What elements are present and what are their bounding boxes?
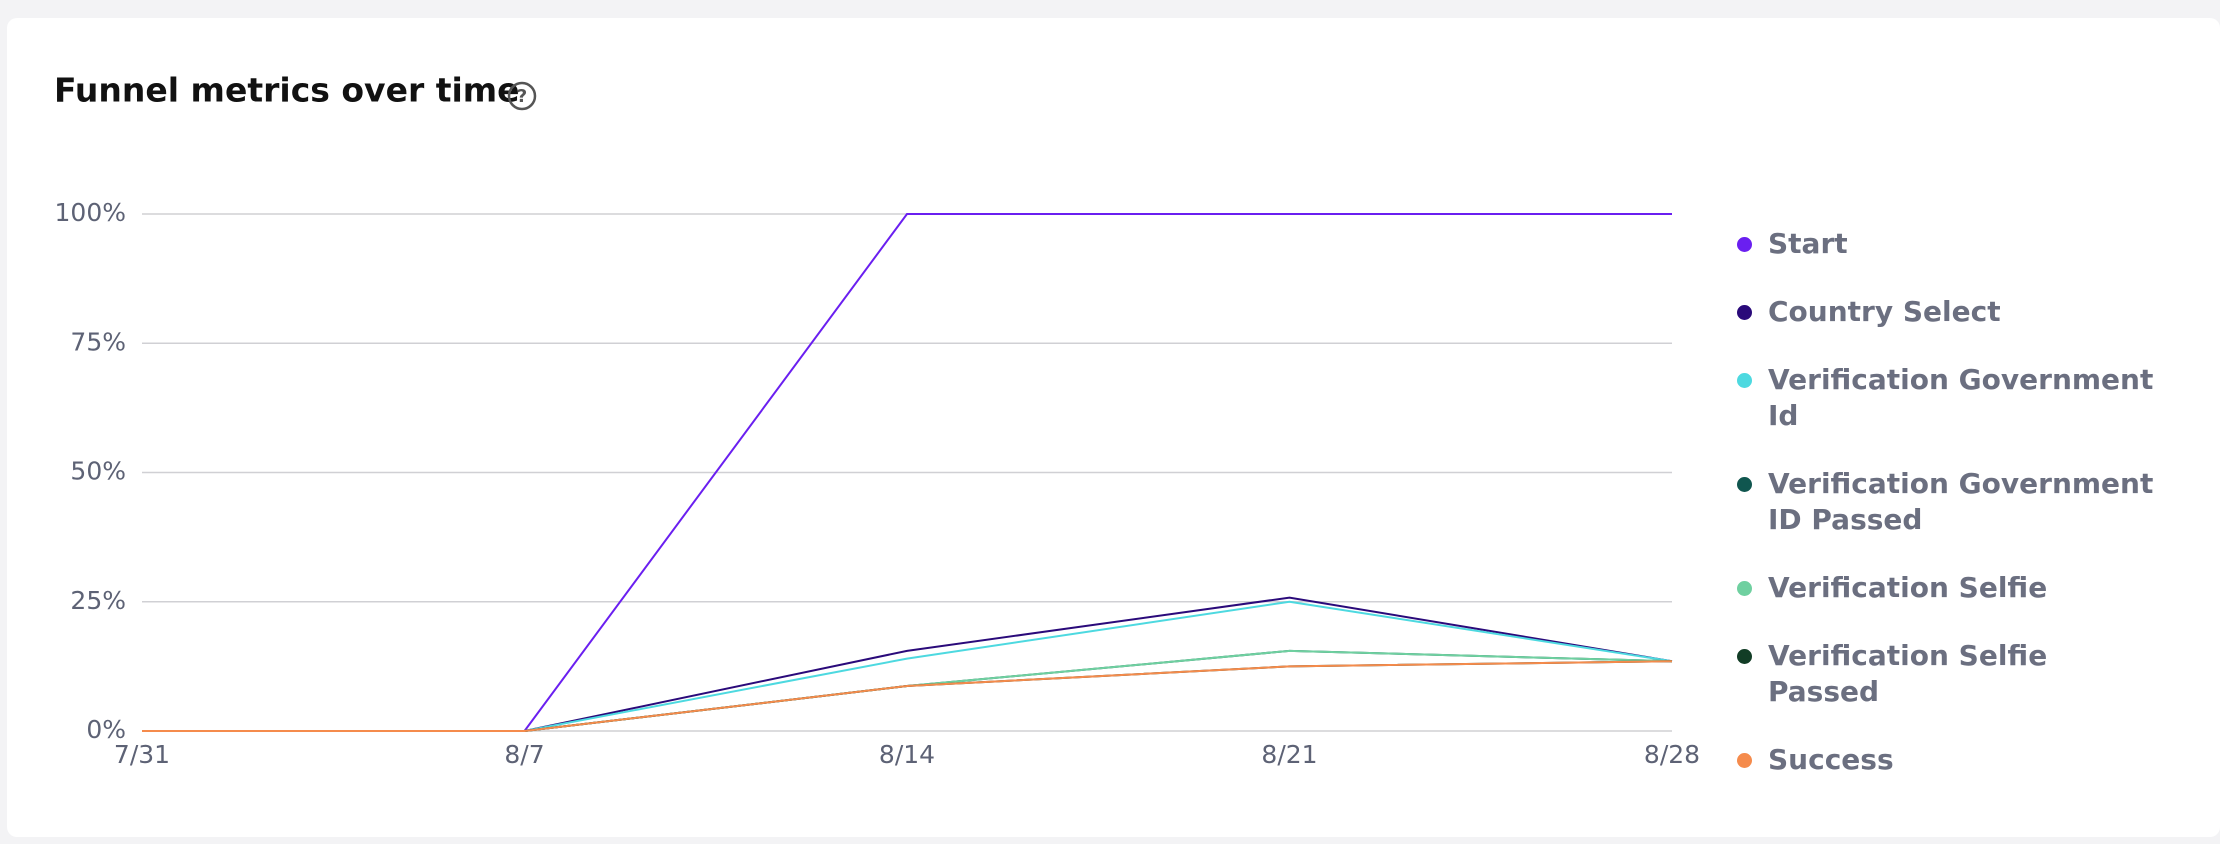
legend-label: Verification Selfie Passed [1768, 639, 2048, 708]
series-line [142, 660, 1673, 732]
legend-label: Verification Government Id [1768, 363, 2154, 432]
card [7, 18, 2220, 837]
legend-swatch [1737, 649, 1752, 664]
legend-swatch [1737, 477, 1752, 492]
legend: Start Country Select Verification Governme… [1733, 226, 2163, 778]
legend-label: Country Select [1768, 295, 2001, 328]
legend-item[interactable]: Success [1733, 742, 2163, 778]
y-tick-label: 25% [70, 586, 126, 615]
legend-swatch [1737, 373, 1752, 388]
series-line [142, 649, 1673, 732]
legend-item[interactable]: Country Select [1733, 294, 2163, 330]
x-tick-label: 8/21 [1261, 740, 1317, 769]
legend-item[interactable]: Start [1733, 226, 2163, 262]
x-tick-label: 8/7 [504, 740, 544, 769]
x-tick-label: 8/28 [1644, 740, 1700, 769]
series-line [142, 660, 1673, 732]
legend-item[interactable]: Verification Selfie [1733, 570, 2163, 606]
legend-swatch [1737, 237, 1752, 252]
legend-item[interactable]: Verification Government Id [1733, 362, 2163, 434]
chart-title: Funnel metrics over time [54, 71, 520, 110]
x-tick-label: 7/31 [114, 740, 170, 769]
series-line [142, 649, 1673, 732]
legend-label: Success [1768, 743, 1894, 776]
legend-swatch [1737, 753, 1752, 768]
legend-label: Start [1768, 227, 1848, 260]
svg-text:?: ? [517, 86, 527, 107]
legend-item[interactable]: Verification Government ID Passed [1733, 466, 2163, 538]
legend-item[interactable]: Verification Selfie Passed [1733, 638, 2163, 710]
legend-label: Verification Selfie [1768, 571, 2048, 604]
legend-swatch [1737, 581, 1752, 596]
y-tick-label: 75% [70, 327, 126, 356]
series-line [142, 600, 1673, 732]
help-icon[interactable]: ? [507, 81, 537, 111]
y-tick-label: 100% [55, 198, 126, 227]
y-tick-label: 0% [86, 715, 126, 744]
legend-label: Verification Government ID Passed [1768, 467, 2154, 536]
legend-swatch [1737, 305, 1752, 320]
y-tick-label: 50% [70, 457, 126, 486]
x-tick-label: 8/14 [879, 740, 935, 769]
